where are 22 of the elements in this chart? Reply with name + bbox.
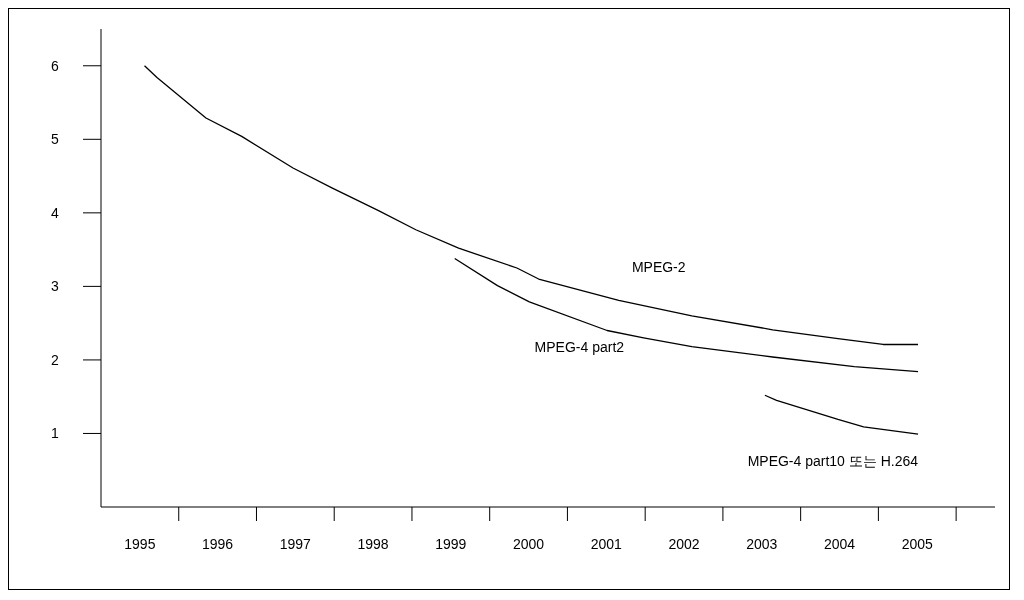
line-series [454, 257, 919, 373]
y-tick-label: 5 [51, 131, 60, 148]
y-tick-label: 1 [51, 425, 60, 442]
x-tick-label: 2001 [590, 536, 623, 552]
x-tick-label: 2002 [668, 536, 700, 552]
series-label: MPEG-4 part2 [534, 338, 625, 355]
x-tick-label: 1996 [202, 536, 234, 552]
series-label: MPEG-4 part10 또는 H.264 [747, 453, 919, 470]
x-tick-label: 2005 [901, 536, 934, 552]
x-tick-label: 2004 [823, 536, 856, 552]
x-tick-label: 1998 [357, 536, 389, 552]
y-tick-label: 6 [51, 57, 60, 74]
y-tick-label: 2 [51, 351, 60, 368]
series-label: MPEG-2 [631, 259, 686, 276]
x-tick-label: 2000 [512, 536, 545, 552]
x-tick-label: 1999 [435, 536, 467, 552]
x-tick-label: 2003 [746, 536, 778, 552]
x-tick-label: 1997 [279, 536, 312, 552]
line-series [764, 394, 919, 435]
y-tick-label: 4 [51, 204, 60, 221]
y-tick-label: 3 [51, 278, 60, 295]
x-tick-label: 1995 [124, 536, 156, 552]
